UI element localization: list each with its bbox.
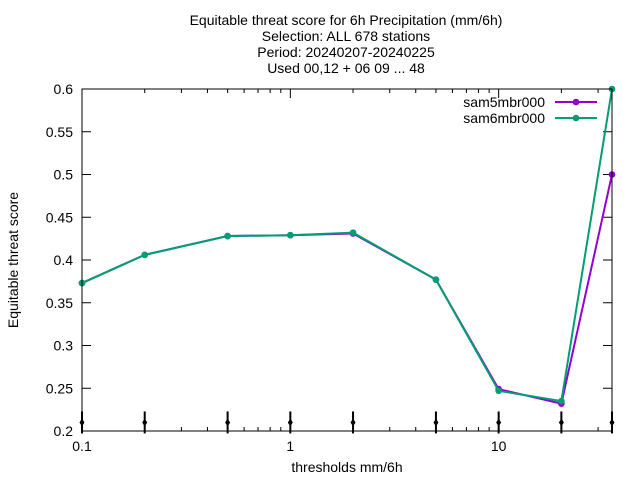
data-point	[349, 229, 357, 236]
data-point	[495, 387, 502, 395]
y-tick-label: 0.55	[46, 124, 73, 140]
sample-marker-diamond	[142, 418, 148, 427]
x-tick-label: 0.1	[72, 438, 92, 454]
legend-entry: sam6mbr000	[463, 110, 597, 126]
y-tick-label: 0.35	[46, 295, 73, 311]
y-tick-label: 0.2	[54, 423, 74, 439]
legend-swatch-point	[572, 98, 580, 106]
x-axis-label: thresholds mm/6h	[291, 459, 402, 475]
sample-marker-diamond	[225, 418, 231, 427]
x-tick-label: 1	[286, 438, 294, 454]
sample-markers	[79, 411, 615, 434]
legend-entry: sam5mbr000	[463, 94, 597, 110]
y-tick-label: 0.25	[46, 380, 73, 396]
y-tick-label: 0.6	[54, 81, 74, 97]
series-line	[81, 174, 613, 405]
plot-frame	[81, 88, 613, 432]
legend-swatch-point	[572, 114, 580, 122]
title-line-2: Selection: ALL 678 stations	[262, 28, 430, 44]
axis-ticks: 0.2 0.25 0.3 0.35 0.4 0.45 0.5 0.55 0.6 0.1 1 10	[46, 81, 612, 454]
sample-marker-diamond	[558, 418, 564, 427]
sample-marker-diamond	[287, 418, 293, 427]
data-point	[287, 231, 294, 239]
legend-label: sam5mbr000	[463, 94, 545, 110]
sample-marker-diamond	[350, 418, 356, 427]
x-tick-label: 10	[491, 438, 507, 454]
legend-label: sam6mbr000	[463, 110, 545, 126]
series-layer	[78, 85, 616, 407]
series-sam5mbr000	[78, 171, 616, 407]
y-tick-label: 0.45	[46, 209, 73, 225]
title-line-3: Period: 20240207-20240225	[257, 44, 435, 60]
y-tick-label: 0.5	[54, 167, 74, 183]
series-line	[81, 88, 613, 403]
sample-marker-diamond	[496, 418, 502, 427]
title-line-1: Equitable threat score for 6h Precipitat…	[190, 12, 503, 28]
chart-title: Equitable threat score for 6h Precipitat…	[190, 12, 503, 76]
y-axis-label: Equitable threat score	[5, 192, 21, 328]
sample-marker-diamond	[433, 418, 439, 427]
series-sam6mbr000	[78, 85, 616, 405]
y-tick-label: 0.4	[54, 252, 74, 268]
data-point	[432, 276, 440, 283]
y-tick-label: 0.3	[54, 338, 74, 354]
data-point	[141, 251, 149, 259]
data-point	[224, 232, 231, 240]
title-line-4: Used 00,12 + 06 09 ... 48	[267, 60, 425, 76]
data-point	[558, 397, 565, 405]
